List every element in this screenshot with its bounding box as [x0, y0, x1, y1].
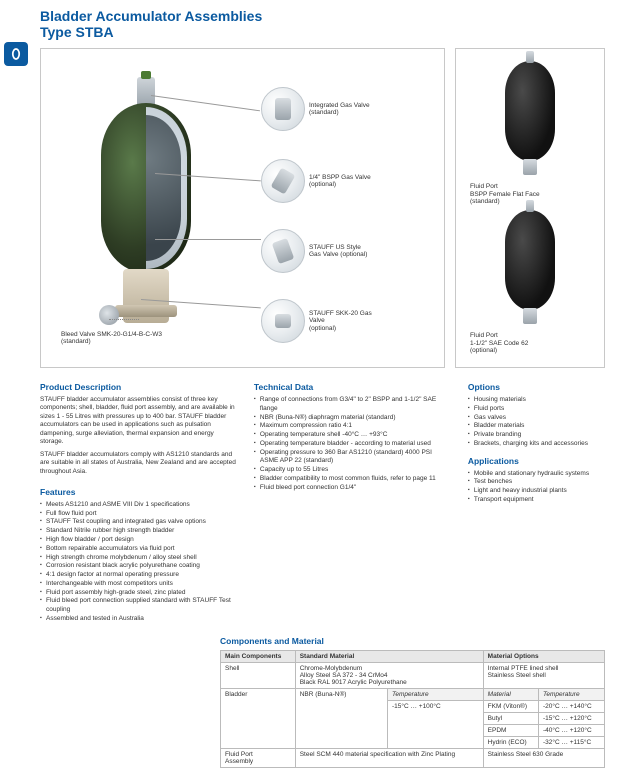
- text-columns: Product Description STAUFF bladder accum…: [40, 382, 605, 624]
- list-item: Full flow fluid port: [40, 510, 236, 519]
- col-mid: Technical Data Range of connections from…: [254, 382, 450, 624]
- th: Main Components: [221, 650, 296, 662]
- td: Chrome-MolybdenumAlloy Steel SA 372 - 34…: [295, 662, 483, 688]
- th: Temperature: [538, 688, 604, 700]
- diagram-row: Integrated Gas Valve(standard) 1/4" BSPP…: [40, 48, 605, 368]
- list-item: Private branding: [468, 431, 605, 440]
- list-item: Interchangeable with most competitors un…: [40, 580, 236, 589]
- components-table: Main Components Standard Material Materi…: [220, 650, 605, 768]
- side-diagram-panel: Fluid PortBSPP Female Flat Face(standard…: [455, 48, 605, 368]
- mini-caption: Fluid Port1-1/2" SAE Code 62(optional): [470, 332, 590, 354]
- page: Bladder Accumulator Assemblies Type STBA…: [0, 0, 617, 780]
- list-item: Range of connections from G3/4" to 2" BS…: [254, 396, 450, 414]
- list-item: Fluid port assembly high-grade steel, zi…: [40, 589, 236, 598]
- callout-label: STAUFF SKK-20 Gas Valve(optional): [309, 310, 379, 332]
- section-heading: Components and Material: [220, 636, 605, 646]
- features-list: Meets AS1210 and ASME VIII Div 1 specifi…: [40, 501, 236, 624]
- callout-label: STAUFF US StyleGas Valve (optional): [309, 244, 367, 259]
- options-list: Housing materialsFluid portsGas valvesBl…: [468, 396, 605, 449]
- list-item: Operating pressure to 360 Bar AS1210 (st…: [254, 449, 450, 467]
- page-subtitle: Type STBA: [40, 24, 605, 40]
- callout-bspp-valve: 1/4" BSPP Gas Valve(optional): [261, 159, 371, 203]
- list-item: Corrosion resistant black acrylic polyur…: [40, 562, 236, 571]
- section-heading: Options: [468, 382, 605, 392]
- callout-integrated-valve: Integrated Gas Valve(standard): [261, 87, 370, 131]
- td: Fluid PortAssembly: [221, 748, 296, 767]
- list-item: High strength chrome molybdenum / alloy …: [40, 554, 236, 563]
- th: Material Options: [483, 650, 604, 662]
- list-item: Test benches: [468, 478, 605, 487]
- mini-accum-bot: Fluid Port1-1/2" SAE Code 62(optional): [470, 210, 590, 354]
- td: -32°C … +115°C: [538, 736, 604, 748]
- list-item: Light and heavy industrial plants: [468, 487, 605, 496]
- mini-accum-top: Fluid PortBSPP Female Flat Face(standard…: [470, 61, 590, 205]
- section-heading: Applications: [468, 456, 605, 466]
- col-left: Product Description STAUFF bladder accum…: [40, 382, 236, 624]
- list-item: Operating temperature bladder - accordin…: [254, 440, 450, 449]
- callout-label: Integrated Gas Valve(standard): [309, 102, 370, 117]
- list-item: Fluid bleed port connection G1/4": [254, 484, 450, 493]
- main-diagram-panel: Integrated Gas Valve(standard) 1/4" BSPP…: [40, 48, 445, 368]
- callout-label: Bleed Valve SMK-20-G1/4-B-C-W3(standard): [61, 331, 162, 346]
- td: Butyl: [483, 712, 538, 724]
- td: Internal PTFE lined shellStainless Steel…: [483, 662, 604, 688]
- th: Temperature: [387, 688, 483, 700]
- list-item: Brackets, charging kits and accessories: [468, 440, 605, 449]
- th: Material: [483, 688, 538, 700]
- section-heading: Technical Data: [254, 382, 450, 392]
- section-heading: Features: [40, 487, 236, 497]
- list-item: 4:1 design factor at normal operating pr…: [40, 571, 236, 580]
- td: Bladder: [221, 688, 296, 748]
- list-item: Maximum compression ratio 4:1: [254, 422, 450, 431]
- list-item: Mobile and stationary hydraulic systems: [468, 470, 605, 479]
- accumulator-drawing: [81, 69, 211, 349]
- callout-bleed-valve: Bleed Valve SMK-20-G1/4-B-C-W3(standard): [61, 329, 162, 346]
- td: Hydrin (ECO): [483, 736, 538, 748]
- list-item: Meets AS1210 and ASME VIII Div 1 specifi…: [40, 501, 236, 510]
- list-item: Fluid bleed port connection supplied sta…: [40, 597, 236, 615]
- list-item: Standard Nitrile rubber high strength bl…: [40, 527, 236, 536]
- list-item: STAUFF Test coupling and integrated gas …: [40, 518, 236, 527]
- col-right: Options Housing materialsFluid portsGas …: [468, 382, 605, 624]
- paragraph: STAUFF bladder accumulators comply with …: [40, 451, 236, 476]
- apps-list: Mobile and stationary hydraulic systemsT…: [468, 470, 605, 505]
- td: Shell: [221, 662, 296, 688]
- callout-label: 1/4" BSPP Gas Valve(optional): [309, 174, 371, 189]
- callout-us-valve: STAUFF US StyleGas Valve (optional): [261, 229, 367, 273]
- list-item: Capacity up to 55 Litres: [254, 466, 450, 475]
- list-item: Transport equipment: [468, 496, 605, 505]
- list-item: Fluid ports: [468, 405, 605, 414]
- paragraph: STAUFF bladder accumulator assemblies co…: [40, 396, 236, 447]
- td: NBR (Buna-N®): [295, 688, 387, 748]
- td: EPDM: [483, 724, 538, 736]
- td: FKM (Viton®): [483, 700, 538, 712]
- list-item: NBR (Buna-N®) diaphragm material (standa…: [254, 414, 450, 423]
- td: Stainless Steel 630 Grade: [483, 748, 604, 767]
- td: -15°C … +100°C: [387, 700, 483, 748]
- td: -20°C … +140°C: [538, 700, 604, 712]
- td: -40°C … +120°C: [538, 724, 604, 736]
- bladder-icon: [4, 42, 28, 66]
- td: Steel SCM 440 material specification wit…: [295, 748, 483, 767]
- list-item: Operating temperature shell -40°C … +93°…: [254, 431, 450, 440]
- components-table-wrap: Components and Material Main Components …: [220, 636, 605, 768]
- list-item: Bladder compatibility to most common flu…: [254, 475, 450, 484]
- callout-skk-valve: STAUFF SKK-20 Gas Valve(optional): [261, 299, 379, 343]
- th: Standard Material: [295, 650, 483, 662]
- section-heading: Product Description: [40, 382, 236, 392]
- page-title: Bladder Accumulator Assemblies: [40, 8, 605, 24]
- list-item: Gas valves: [468, 414, 605, 423]
- td: -15°C … +120°C: [538, 712, 604, 724]
- list-item: Bladder materials: [468, 422, 605, 431]
- techdata-list: Range of connections from G3/4" to 2" BS…: [254, 396, 450, 492]
- list-item: Assembled and tested in Australia: [40, 615, 236, 624]
- list-item: High flow bladder / port design: [40, 536, 236, 545]
- list-item: Bottom repairable accumulators via fluid…: [40, 545, 236, 554]
- list-item: Housing materials: [468, 396, 605, 405]
